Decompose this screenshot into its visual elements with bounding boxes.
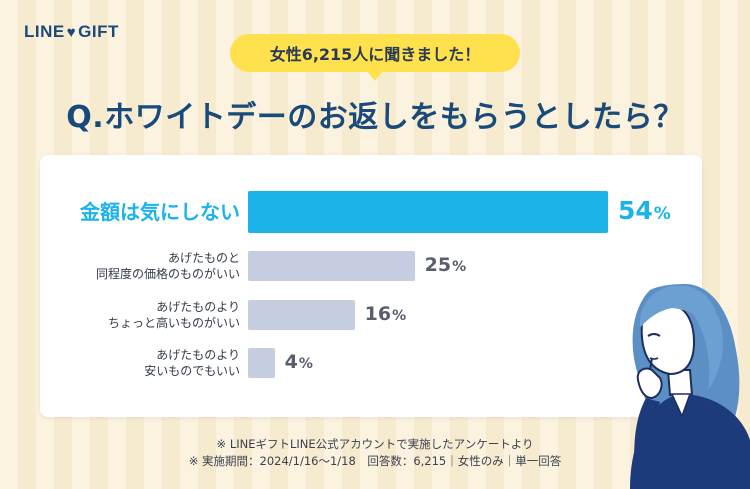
category-label-line: 同程度の価格のものがいい [95, 267, 240, 281]
bar [248, 300, 355, 330]
data-label-unit: % [452, 259, 467, 275]
footnote-period: ※ 実施期間：2024/1/16〜1/18 回答数：6,215｜女性のみ｜単一回… [188, 454, 562, 468]
footnote-source: ※ LINEギフトLINE公式アカウントで実施したアンケートより [216, 437, 534, 451]
thinking-woman-illustration [630, 284, 750, 489]
category-label-line: あげたものより [156, 300, 240, 314]
data-label-number: 54 [618, 196, 653, 225]
data-label-unit: % [653, 204, 671, 224]
category-label-line: 金額は気にしない [80, 200, 240, 224]
category-label-line: あげたものより [156, 348, 240, 362]
bar [248, 191, 608, 233]
logo-text-gift: GIFT [78, 22, 119, 41]
bar [248, 348, 275, 378]
category-label: あげたものと同程度の価格のものがいい [96, 250, 240, 282]
category-label-line: あげたものと [167, 251, 240, 265]
category-label: あげたものより安いものでもいい [144, 347, 240, 379]
bar-chart: 金額は気にしない 54% あげたものと 同程度の価格のものがいい 25% あげたものよりち… [40, 155, 702, 417]
survey-badge: 女性6,215人に聞きました！ [230, 34, 520, 81]
bar [248, 251, 415, 281]
data-label-number: 4 [284, 351, 298, 373]
footnotes: ※ LINEギフトLINE公式アカウントで実施したアンケートより ※ 実施期間：… [0, 436, 750, 470]
category-label-line: 安いものでもいい [144, 364, 240, 378]
data-label-number: 16 [364, 303, 392, 325]
data-label: 4% [285, 351, 313, 373]
category-label: 金額は気にしない [80, 200, 240, 224]
logo-text-line: LINE [24, 22, 65, 41]
data-label: 25% [425, 254, 466, 276]
data-label-unit: % [392, 308, 407, 324]
data-label: 16% [365, 303, 406, 325]
category-label-line: ちょっと高いものがいい [107, 316, 240, 330]
question-title: Q.ホワイトデーのお返しをもらうとしたら？ [66, 100, 684, 135]
data-label-unit: % [298, 356, 313, 372]
data-label: 54% [618, 196, 671, 225]
category-label: あげたものよりちょっと高いものがいい [108, 299, 240, 331]
heart-icon: ♥ [66, 23, 77, 41]
data-label-number: 25 [424, 254, 452, 276]
line-gift-logo: LINE ♥ GIFT [24, 22, 119, 42]
